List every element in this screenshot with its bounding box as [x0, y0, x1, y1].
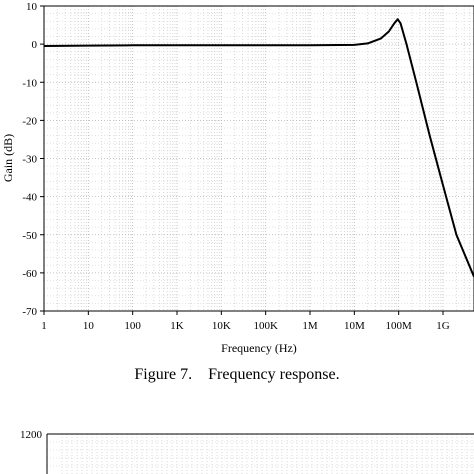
x-tick-label: 1M — [302, 320, 318, 332]
y-tick-label: -10 — [22, 77, 37, 89]
x-tick-label: 1K — [170, 320, 184, 332]
y-tick-label: 1200 — [20, 429, 43, 441]
x-axis-label: Frequency (Hz) — [221, 341, 297, 355]
series-layer — [43, 18, 474, 278]
x-tick-label: 100K — [253, 320, 278, 332]
y-axis-label: Gain (dB) — [1, 134, 15, 182]
series-line — [43, 18, 474, 278]
chart-grid-2 — [47, 434, 474, 474]
x-tick-label: 10M — [344, 320, 365, 332]
x-tick-label: 100 — [124, 320, 141, 332]
y-axis-ticks: 10 0 -10 -20 -30 -40 -50 -60 -70 — [22, 1, 44, 318]
y-tick-label: -40 — [22, 192, 37, 204]
y-tick-label: -60 — [22, 268, 37, 280]
x-tick-label: 100M — [386, 320, 413, 332]
x-tick-label: 10K — [212, 320, 231, 332]
y-tick-label: 0 — [32, 39, 38, 51]
x-tick-label: 1 — [41, 320, 47, 332]
x-tick-label: 1G — [436, 320, 450, 332]
second-chart: 1200 — [20, 429, 474, 474]
x-tick-label: 10 — [83, 320, 95, 332]
frequency-response-chart: 100-10-20-30-40-50-60-70 1 10 100 1K 10K 100K… — [1, 1, 474, 355]
y-tick-label: -70 — [22, 306, 37, 318]
y-tick-label: -20 — [22, 115, 37, 127]
y-tick-label: -50 — [22, 230, 37, 242]
chart-grid — [43, 5, 474, 312]
y-tick-label: -30 — [22, 154, 37, 166]
x-axis-ticks: 1 10 100 1K 10K 100K 1M 10M 100M 1G — [41, 311, 450, 332]
figure-caption: Figure 7. Frequency response. — [134, 366, 340, 383]
y-tick-label: 10 — [26, 1, 38, 13]
